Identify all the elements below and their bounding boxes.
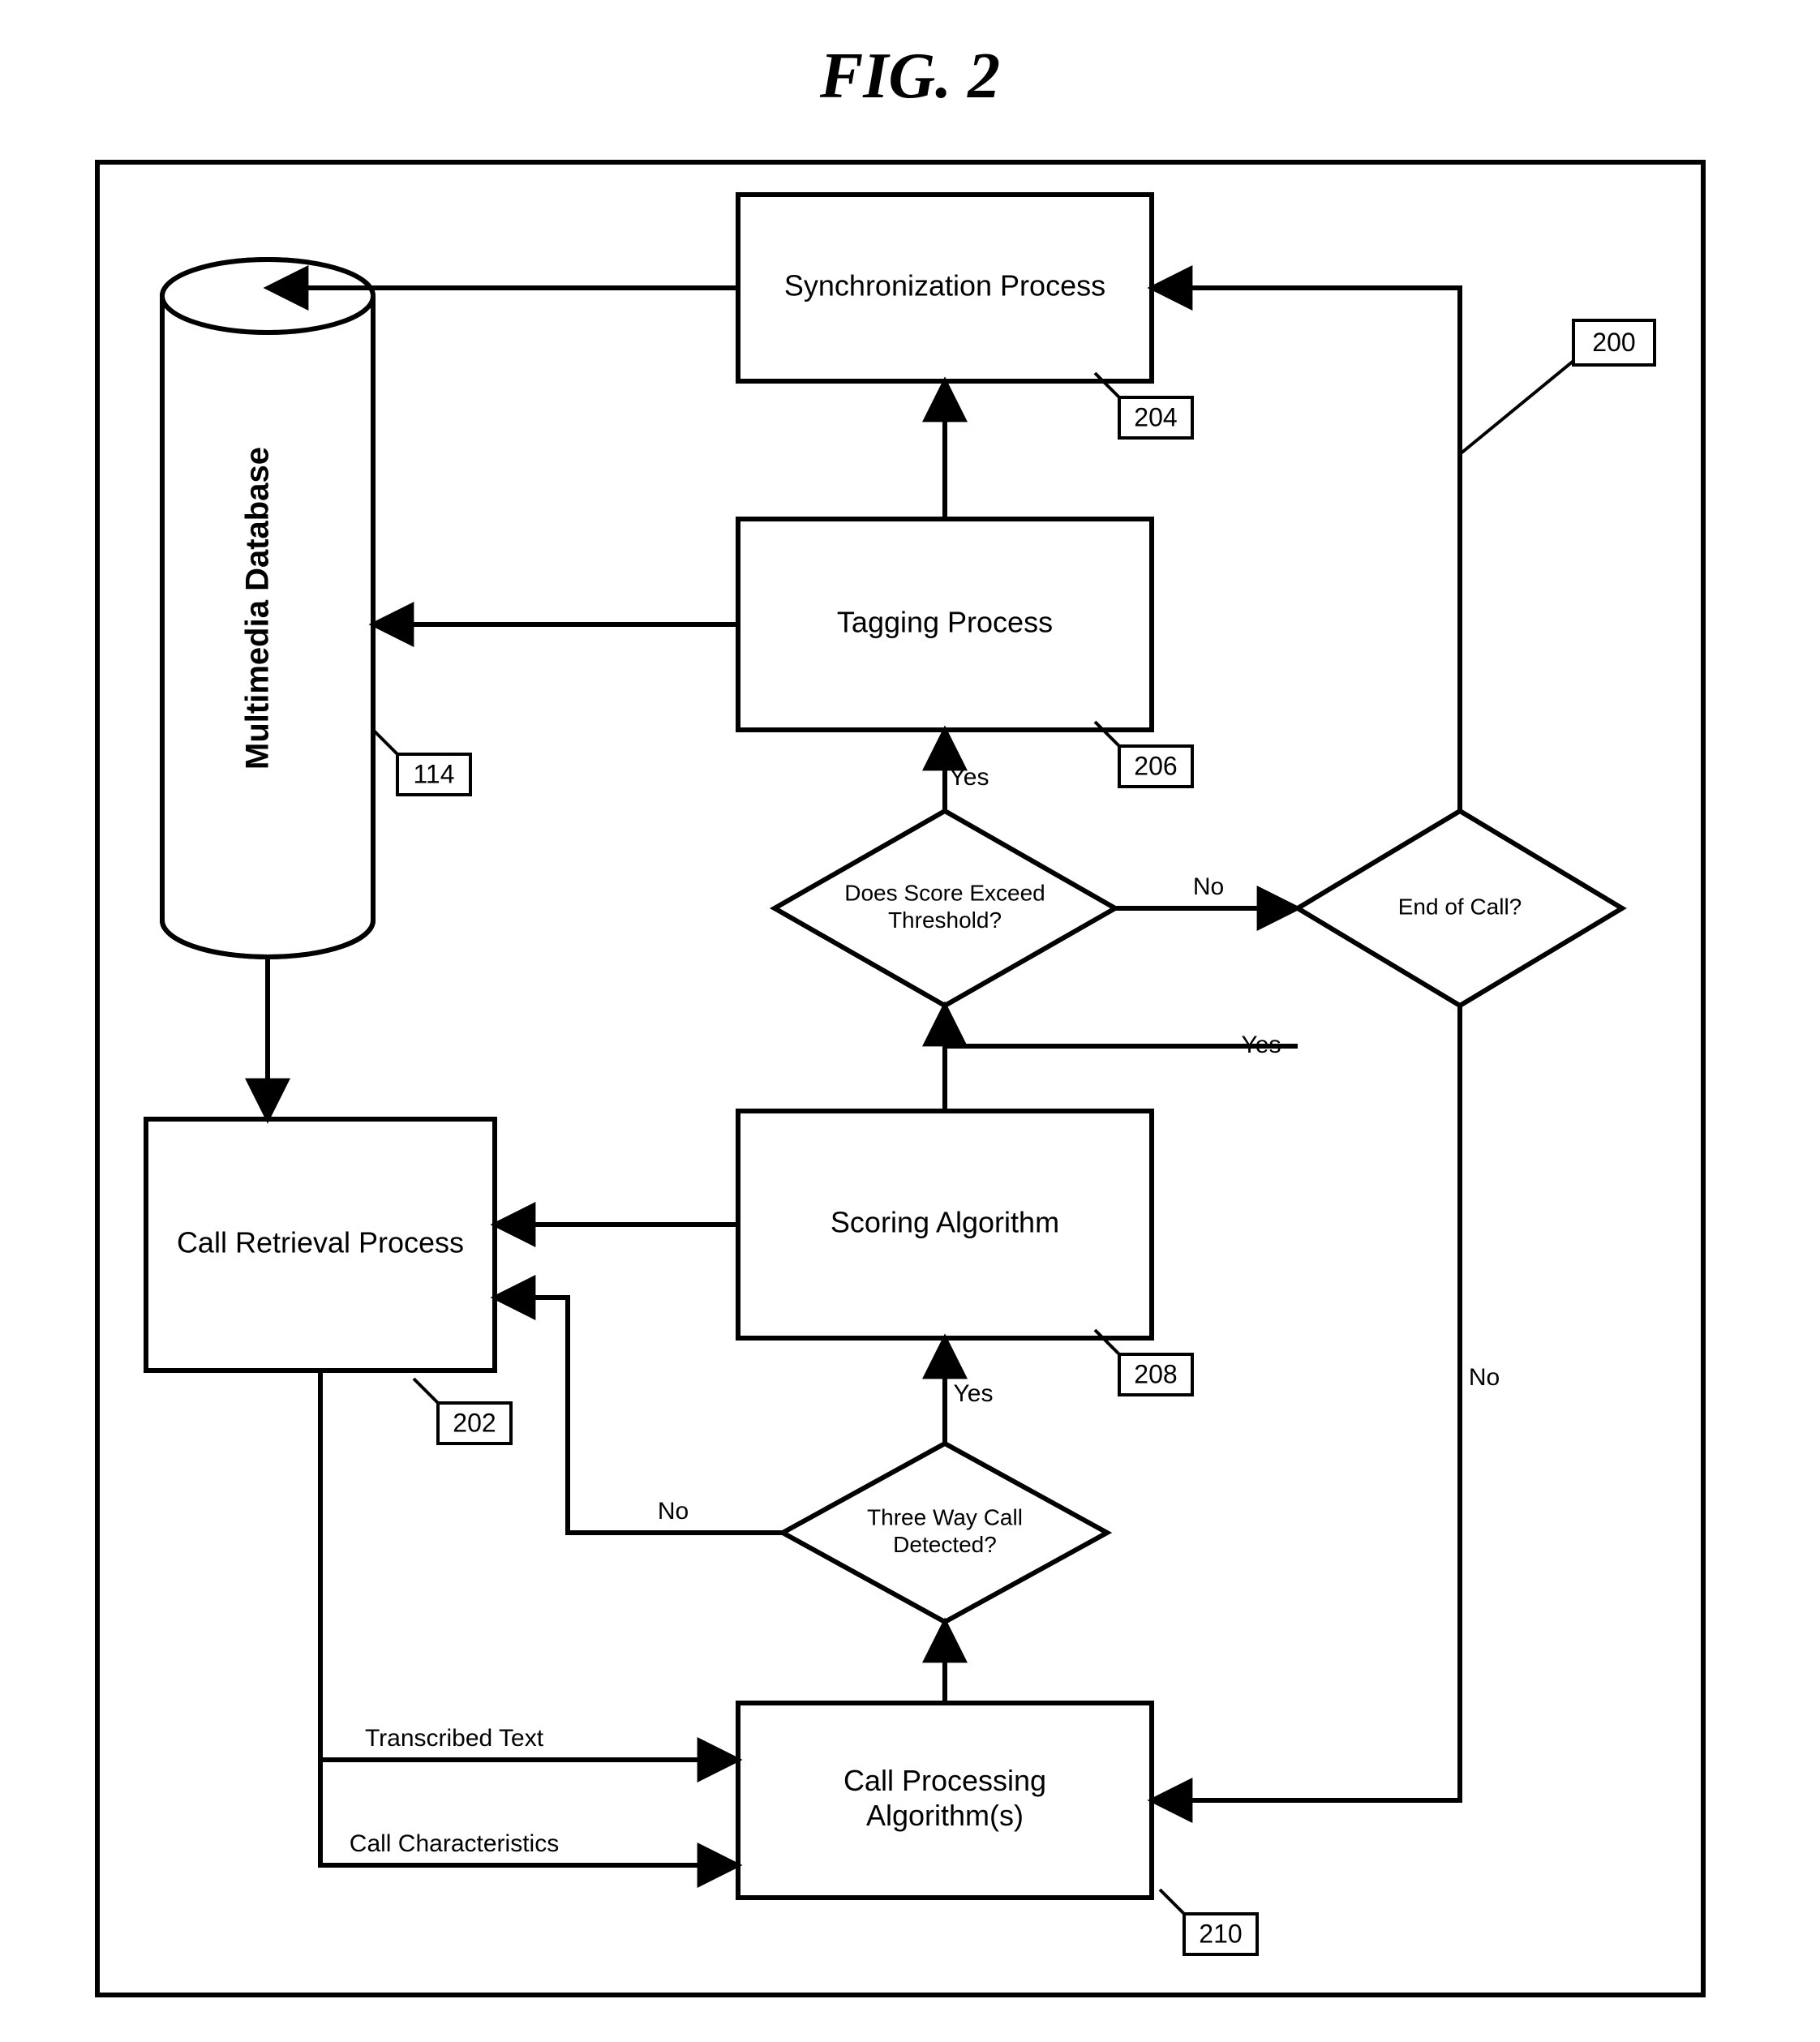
proc-label: Call Processing — [843, 1764, 1046, 1797]
edge-15-label: Transcribed Text — [365, 1725, 544, 1752]
edge-14 — [320, 1371, 406, 1760]
figure-title: FIG. 2 — [819, 41, 1000, 112]
d_3way-label: Detected? — [893, 1532, 997, 1557]
edge-11-label: Yes — [954, 1380, 994, 1407]
d_thresh-label: Threshold? — [888, 907, 1002, 933]
db-top — [162, 260, 373, 332]
d_3way-label: Three Way Call — [867, 1505, 1023, 1530]
score-ref: 208 — [1134, 1359, 1177, 1388]
d_thresh-label: Does Score Exceed — [844, 881, 1045, 906]
edge-17-label: Call Characteristics — [350, 1830, 559, 1857]
db-ref: 114 — [413, 759, 454, 788]
ref-200-lead — [1460, 361, 1573, 454]
edge-7-label: Yes — [1242, 1032, 1281, 1058]
edge-8 — [1152, 1006, 1460, 1800]
edge-8-label: No — [1469, 1364, 1500, 1391]
tag-label: Tagging Process — [837, 606, 1053, 639]
db-label: Multimedia Database — [240, 447, 276, 770]
proc-ref-lead — [1160, 1890, 1184, 1914]
proc-label: Algorithm(s) — [866, 1799, 1024, 1832]
edge-4-label: Yes — [950, 764, 989, 791]
ref-200: 200 — [1592, 328, 1635, 357]
sync-ref: 204 — [1134, 402, 1177, 431]
edge-12-label: No — [658, 1498, 689, 1525]
retrieval-ref: 202 — [453, 1408, 496, 1437]
retrieval-label: Call Retrieval Process — [177, 1226, 464, 1259]
retrieval-ref-lead — [414, 1379, 438, 1403]
proc-ref: 210 — [1199, 1919, 1242, 1948]
score-label: Scoring Algorithm — [831, 1206, 1059, 1239]
edge-6 — [1152, 288, 1460, 811]
d_end-label: End of Call? — [1398, 894, 1522, 919]
edge-5-label: No — [1193, 873, 1224, 900]
tag-ref: 206 — [1134, 751, 1177, 780]
sync-label: Synchronization Process — [784, 269, 1105, 302]
db-ref-lead — [373, 730, 397, 754]
